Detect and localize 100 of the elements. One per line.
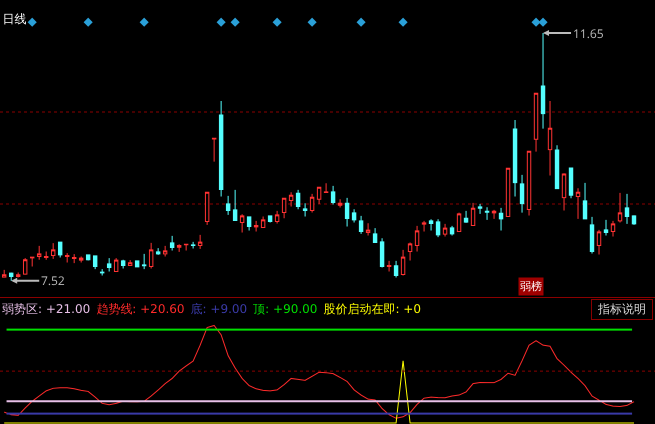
- candlestick: [590, 216, 594, 254]
- candlestick: [16, 272, 20, 278]
- candlestick: [142, 253, 146, 270]
- text: 趋势线: +20.60: [96, 302, 185, 316]
- candlestick: [428, 218, 434, 232]
- candlestick: [204, 192, 210, 226]
- candlestick: [156, 248, 160, 256]
- candlestick: [64, 252, 70, 263]
- candlestick: [274, 210, 280, 224]
- candlestick: [92, 255, 98, 270]
- candlestick: [338, 198, 342, 208]
- candlestick: [358, 215, 364, 234]
- annotation: 弱榜: [520, 279, 542, 294]
- candlestick: [484, 206, 490, 220]
- candlestick: [330, 185, 336, 206]
- candlestick: [526, 150, 532, 216]
- candlestick: [534, 92, 538, 152]
- ref-line-label: 顶: +90.00: [253, 302, 318, 316]
- candlestick: [436, 218, 440, 238]
- text: 日线: [2, 10, 27, 27]
- ref-line-label: 底: +9.00: [190, 302, 248, 316]
- candlestick: [520, 174, 524, 214]
- candlestick: [184, 244, 188, 251]
- candlestick: [316, 186, 322, 204]
- candlestick: [212, 138, 216, 162]
- candlestick: [162, 245, 168, 257]
- candlestick: [100, 268, 104, 276]
- candlestick: [58, 242, 62, 258]
- candlestick: [344, 197, 350, 227]
- candlestick: [288, 192, 294, 208]
- candlestick: [540, 32, 546, 130]
- candlestick: [380, 238, 384, 268]
- candlestick: [296, 189, 300, 210]
- candlestick: [400, 249, 406, 276]
- candlestick: [352, 208, 356, 224]
- text: 股价启动在即: +0: [323, 302, 421, 316]
- candlestick: [582, 182, 588, 220]
- candlestick: [386, 260, 392, 272]
- candlestick: [310, 193, 314, 214]
- candlestick: [408, 242, 412, 261]
- candlestick: [30, 256, 34, 268]
- candlestick: [232, 189, 238, 222]
- candlestick: [632, 214, 636, 226]
- text: 指标说明: [591, 299, 653, 320]
- candlestick: [498, 207, 504, 232]
- candlestick: [568, 167, 574, 199]
- candlestick: [8, 272, 14, 282]
- annotation: 11.65: [573, 25, 604, 42]
- candlestick: [260, 216, 266, 228]
- candlestick: [120, 259, 126, 269]
- candlestick: [302, 202, 308, 218]
- candlestick: [610, 220, 616, 238]
- candlestick: [106, 258, 112, 272]
- candlestick: [198, 234, 202, 250]
- candlestick: [562, 172, 566, 212]
- candlestick: [422, 220, 426, 232]
- candlestick: [268, 215, 272, 224]
- candlestick: [554, 144, 560, 190]
- candlestick: [240, 214, 244, 233]
- candlestick: [176, 244, 182, 252]
- annotation: 7.52: [41, 272, 65, 289]
- candlestick: [86, 254, 90, 261]
- candlestick: [506, 168, 510, 218]
- candlestick: [548, 100, 552, 176]
- candlestick: [478, 203, 482, 214]
- candlestick: [128, 260, 132, 266]
- candlestick: [394, 260, 398, 278]
- candlestick: [450, 225, 454, 236]
- candlestick: [254, 220, 258, 232]
- candlestick: [492, 209, 496, 220]
- candlestick: [170, 235, 174, 251]
- candlestick: [72, 254, 76, 264]
- candlestick: [372, 228, 378, 244]
- candlestick: [442, 223, 448, 238]
- candlestick: [456, 212, 462, 232]
- candlestick: [576, 188, 580, 220]
- candlestick: [464, 210, 468, 224]
- candlestick: [282, 198, 286, 219]
- candlestick: [22, 258, 28, 276]
- candlestick: [226, 195, 230, 216]
- candlestick: [218, 100, 224, 198]
- candlestick: [414, 225, 420, 252]
- candlestick: [148, 242, 154, 269]
- candlestick: [114, 258, 118, 272]
- candlestick: [604, 219, 608, 236]
- candlestick: [134, 260, 140, 268]
- ref-line-label: 弱势区: +21.00: [2, 302, 90, 316]
- candlestick: [512, 119, 518, 198]
- candlestick: [366, 222, 370, 236]
- candlestick: [78, 256, 84, 263]
- candlestick: [596, 229, 602, 256]
- candlestick: [36, 245, 42, 260]
- candlestick: [470, 202, 476, 226]
- candlestick: [324, 182, 328, 194]
- candlestick: [50, 242, 56, 260]
- candlestick: [624, 193, 630, 224]
- candlestick: [246, 216, 252, 232]
- candlestick: [618, 192, 622, 224]
- candlestick: [190, 241, 196, 250]
- candlestick: [44, 251, 48, 260]
